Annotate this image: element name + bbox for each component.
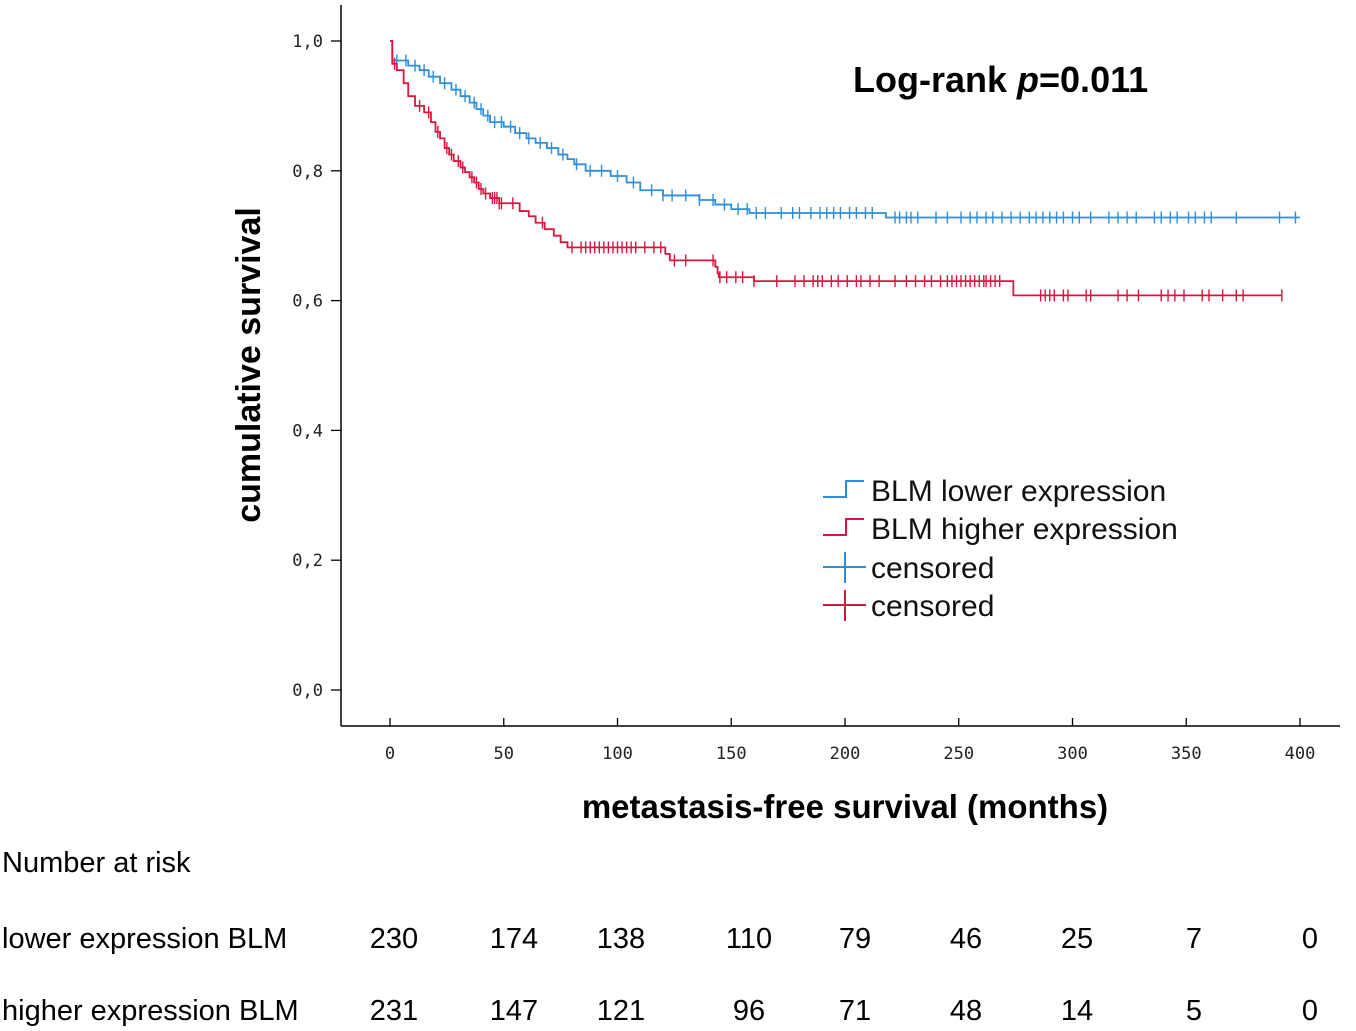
risk-table-title: Number at risk [2,847,191,879]
legend-line-higher-icon [823,518,864,536]
risk-value-higher: 96 [733,995,765,1027]
legend-censor-lower-icon [823,552,866,583]
legend-entry-lower: BLM lower expression [823,475,1166,508]
x-tick-label: 150 [716,744,747,764]
log-rank-annotation: Log-rank p=0.011 [853,59,1148,100]
risk-value-lower: 46 [950,923,982,955]
legend-label-lower: BLM lower expression [871,475,1166,508]
legend-entry-higher: BLM higher expression [823,513,1178,546]
x-tick-label: 0 [385,744,395,764]
survival-curves [390,40,1300,302]
legend-label-censored-lower: censored [871,552,994,585]
survival-line-lower [390,40,1300,219]
x-axis-label: metastasis-free survival (months) [582,788,1108,825]
risk-value-higher: 48 [950,995,982,1027]
x-tick-label: 200 [830,744,861,764]
risk-row-label-lower: lower expression BLM [2,923,287,955]
x-ticks: 0 50 100 150 200 250 300 350 400 [385,718,1315,764]
risk-value-lower: 25 [1061,923,1093,955]
risk-row-label-higher: higher expression BLM [2,995,299,1027]
legend-entry-censored-lower: censored [823,552,994,585]
x-tick-label: 50 [494,744,514,764]
legend-censor-higher-icon [823,590,866,621]
risk-value-higher: 5 [1186,995,1202,1027]
risk-value-higher: 0 [1302,995,1318,1027]
risk-value-higher: 14 [1061,995,1093,1027]
y-tick-label: 0,0 [292,681,323,701]
log-rank-prefix: Log-rank [853,59,1017,100]
y-tick-label: 0,2 [292,551,323,571]
log-rank-p-symbol: p [1016,59,1039,100]
risk-value-higher: 147 [490,995,538,1027]
y-ticks: 0,0 0,2 0,4 0,6 0,8 1,0 [292,32,341,701]
risk-value-lower: 79 [839,923,871,955]
risk-value-lower: 230 [370,923,418,955]
risk-values: 230 174 138 110 79 46 25 7 0 231 147 121 96 71 48 14 5 0 [370,923,1318,1027]
y-tick-label: 1,0 [292,32,323,52]
legend-entry-censored-higher: censored [823,590,994,623]
legend-line-lower-icon [823,480,864,498]
risk-value-lower: 0 [1302,923,1318,955]
x-tick-label: 250 [943,744,974,764]
risk-value-higher: 71 [839,995,871,1027]
x-tick-label: 100 [602,744,633,764]
y-tick-label: 0,6 [292,292,323,312]
risk-value-lower: 110 [726,923,772,955]
legend-label-censored-higher: censored [871,590,994,623]
x-tick-label: 300 [1057,744,1088,764]
x-tick-label: 400 [1285,744,1316,764]
risk-value-lower: 7 [1186,923,1202,955]
risk-value-lower: 174 [490,923,538,955]
risk-table: Number at risk lower expression BLM high… [2,847,1318,1027]
risk-value-higher: 231 [370,995,418,1027]
y-tick-label: 0,4 [292,421,323,441]
legend: BLM lower expression BLM higher expressi… [823,475,1178,623]
risk-value-higher: 121 [597,995,645,1027]
x-tick-label: 350 [1171,744,1202,764]
legend-label-higher: BLM higher expression [871,513,1178,546]
y-axis-label: cumulative survival [230,207,268,523]
y-tick-label: 0,8 [292,162,323,182]
risk-value-lower: 138 [597,923,645,955]
log-rank-value: =0.011 [1039,59,1148,100]
